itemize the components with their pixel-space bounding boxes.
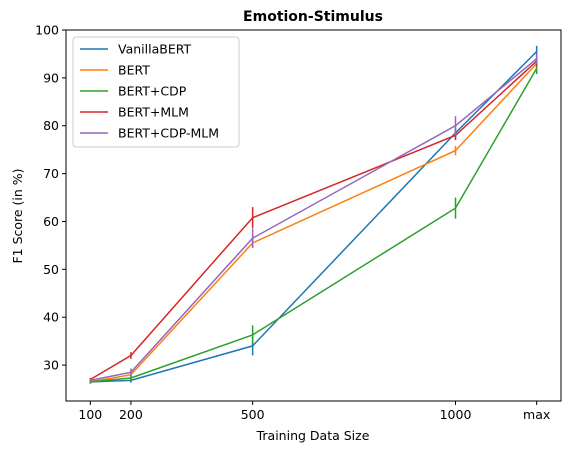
legend-entry: VanillaBERT bbox=[118, 42, 191, 57]
y-tick-label: 80 bbox=[43, 118, 59, 133]
legend-box bbox=[72, 36, 240, 148]
y-tick-label: 40 bbox=[43, 310, 59, 325]
plot-series-layer bbox=[89, 45, 538, 384]
legend-entry: BERT+CDP bbox=[118, 84, 187, 99]
axes-layer: 100 200 500 1000 max 30 40 50 60 70 80 90 100 bbox=[35, 23, 562, 422]
x-tick-label: 1000 bbox=[440, 407, 472, 422]
plot-frame bbox=[65, 29, 562, 402]
chart-title: Emotion-Stimulus bbox=[243, 9, 383, 25]
legend: VanillaBERT BERT BERT+CDP BERT+MLM BERT+CDP-… bbox=[72, 36, 240, 148]
y-tick-label: 90 bbox=[43, 70, 59, 85]
y-axis-label: F1 Score (in %) bbox=[10, 168, 25, 263]
y-tick-label: 100 bbox=[35, 23, 59, 38]
y-tick-label: 30 bbox=[43, 358, 59, 373]
y-tick-label: 50 bbox=[43, 262, 59, 277]
x-tick-label: 200 bbox=[119, 407, 143, 422]
series-4 bbox=[89, 53, 538, 382]
y-tick-label: 70 bbox=[43, 166, 59, 181]
y-tick-label: 60 bbox=[43, 214, 59, 229]
x-tick-label: 100 bbox=[78, 407, 102, 422]
legend-entry: BERT bbox=[118, 63, 150, 78]
legend-entry: BERT+CDP-MLM bbox=[118, 126, 219, 141]
x-axis-label: Training Data Size bbox=[256, 428, 370, 443]
x-tick-label: 500 bbox=[241, 407, 265, 422]
x-tick-label: max bbox=[523, 407, 550, 422]
legend-entry: BERT+MLM bbox=[118, 105, 189, 120]
